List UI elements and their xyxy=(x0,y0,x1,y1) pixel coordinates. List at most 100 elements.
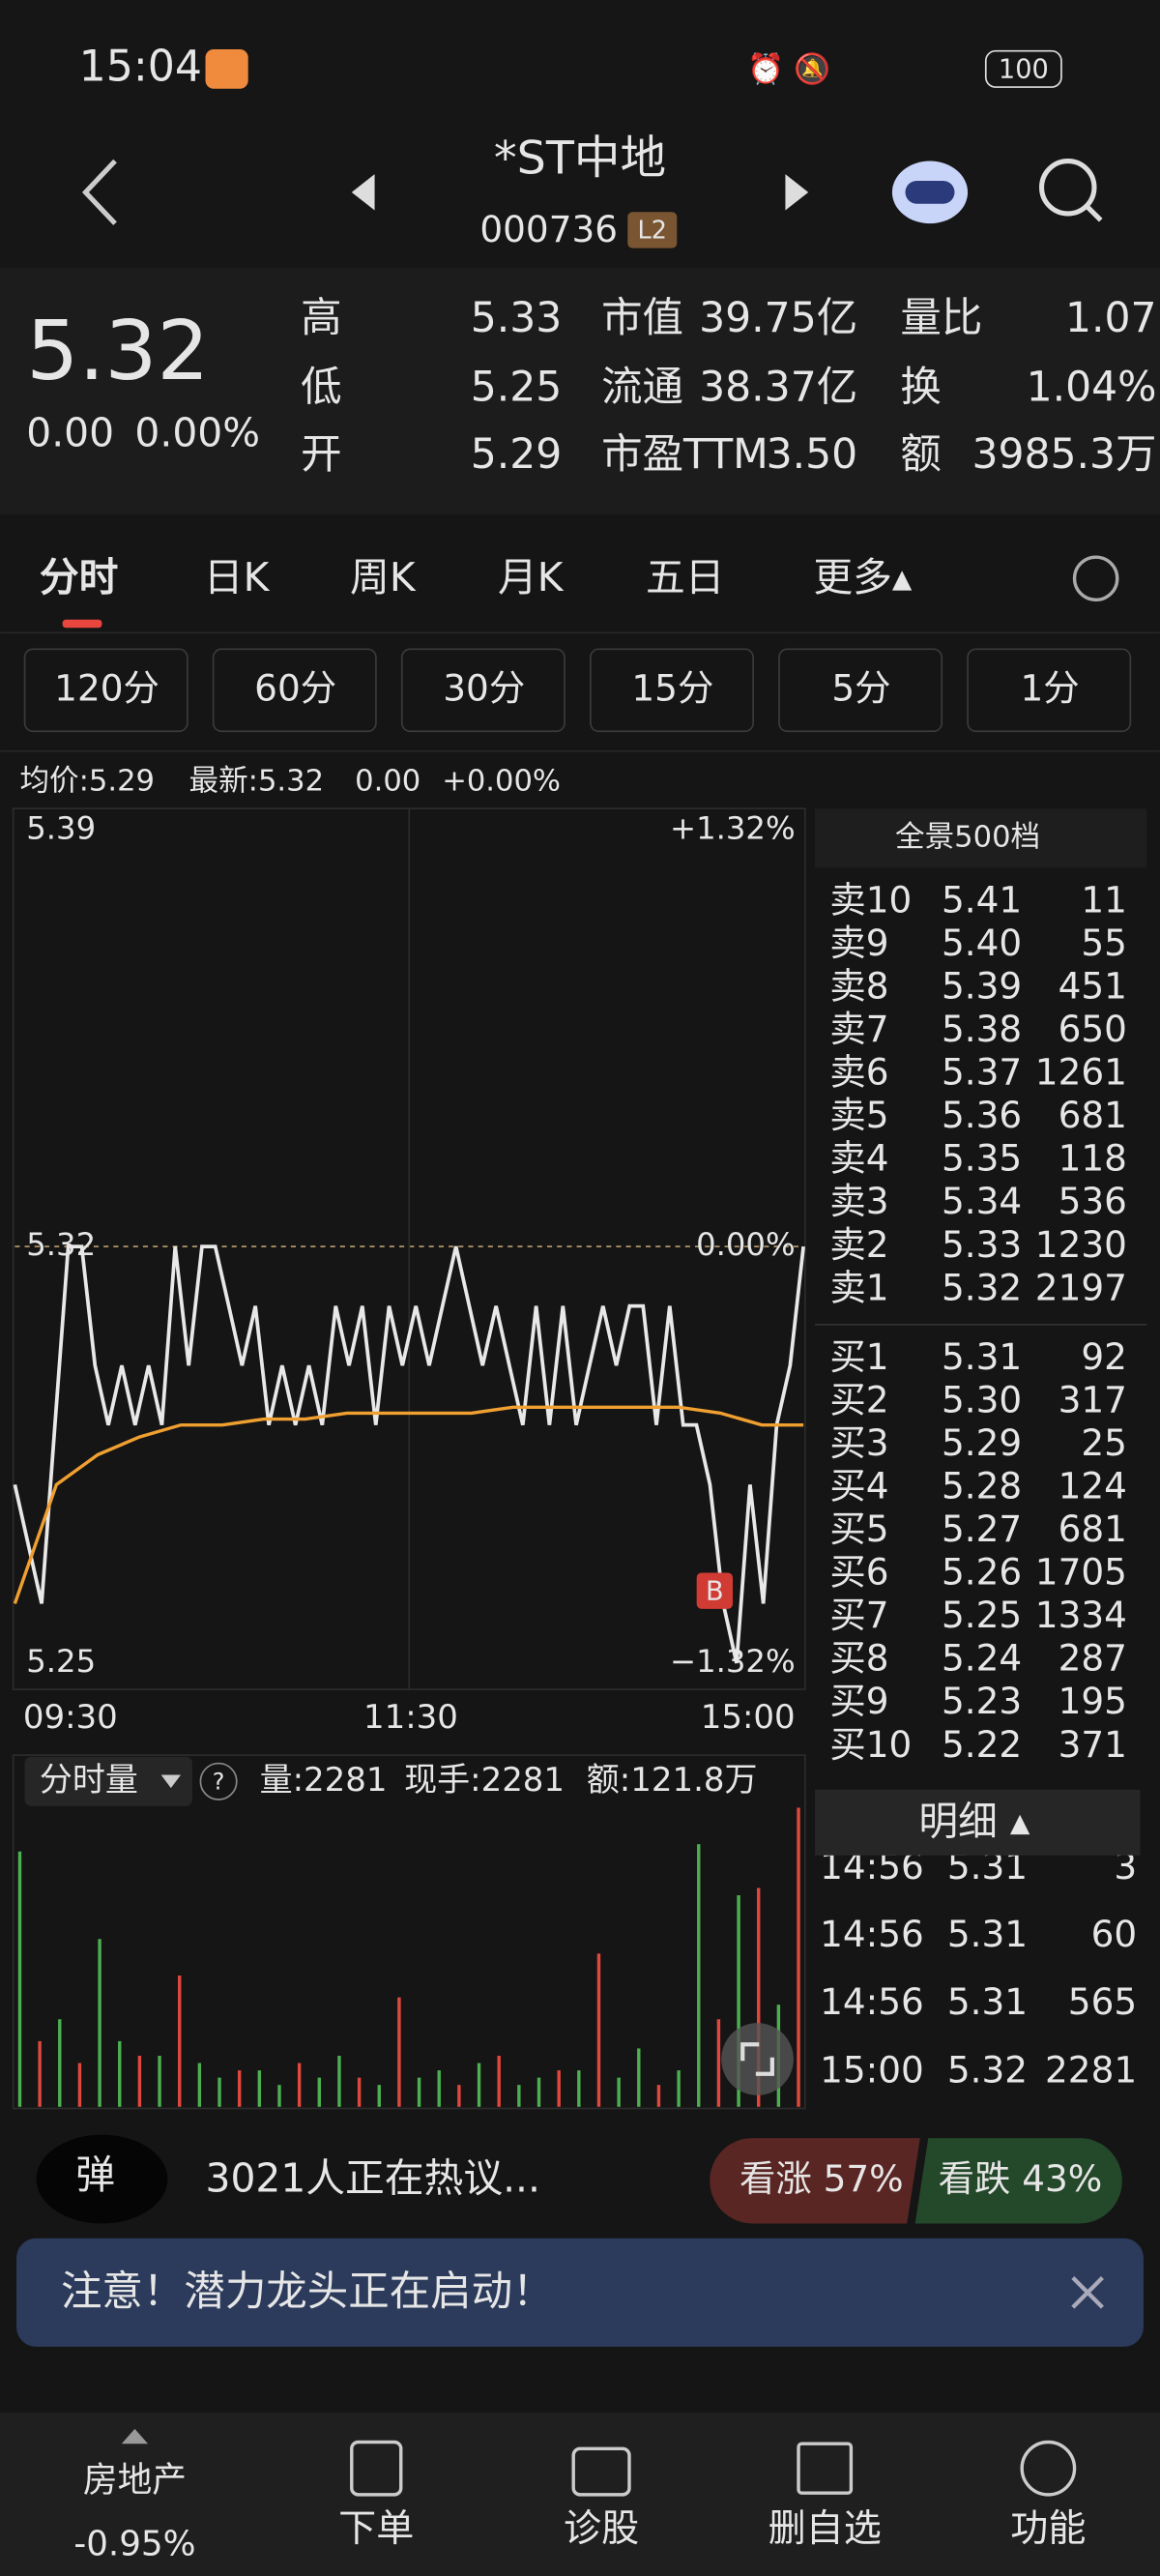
period-button[interactable] xyxy=(590,648,754,733)
nav-item[interactable]: 下单 xyxy=(338,2507,414,2551)
tab[interactable]: 日K xyxy=(204,554,271,600)
book-title: 全景500档 xyxy=(895,820,1040,854)
period-button[interactable] xyxy=(23,648,188,733)
volume-bar xyxy=(38,2040,42,2107)
book-volume: 371 xyxy=(1058,1723,1127,1766)
tab[interactable]: 月K xyxy=(498,554,565,600)
period-label: 30分 xyxy=(443,666,525,709)
search-button[interactable] xyxy=(1039,159,1097,217)
volume-bar xyxy=(377,2085,381,2107)
bear-pill[interactable] xyxy=(914,2138,1122,2224)
stat-value: 5.25 xyxy=(471,364,563,411)
volume-bar xyxy=(118,2040,122,2107)
period-button[interactable] xyxy=(400,648,566,733)
detail-volume: 60 xyxy=(1091,1913,1138,1955)
book-label: 卖6 xyxy=(829,1051,888,1094)
status-time: 15:04 xyxy=(79,42,202,91)
book-volume: 317 xyxy=(1058,1379,1127,1421)
stat-value: 38.37亿 xyxy=(699,364,857,411)
period-label: 120分 xyxy=(54,666,160,709)
volume-bar xyxy=(317,2077,321,2107)
book-price: 5.37 xyxy=(942,1051,1022,1094)
period-label: 5分 xyxy=(831,666,890,709)
bull-pill[interactable] xyxy=(710,2138,920,2224)
nav-item[interactable]: 功能 xyxy=(1010,2507,1086,2551)
volume-bar xyxy=(797,1807,800,2107)
period-button[interactable] xyxy=(212,648,377,733)
book-label: 卖1 xyxy=(829,1266,888,1308)
tab[interactable]: 五日 xyxy=(646,554,725,600)
book-price: 5.25 xyxy=(942,1594,1022,1636)
book-price: 5.26 xyxy=(942,1551,1022,1594)
book-volume: 650 xyxy=(1058,1008,1127,1050)
stat-label: 换 xyxy=(900,364,941,411)
book-price: 5.34 xyxy=(942,1180,1022,1222)
book-price: 5.35 xyxy=(942,1137,1022,1180)
bull-text: 看涨 57% xyxy=(740,2157,904,2200)
period-button[interactable] xyxy=(778,648,943,733)
volume-bar xyxy=(656,2085,661,2107)
detail-price: 5.31 xyxy=(947,1913,1028,1955)
book-label: 卖3 xyxy=(829,1180,888,1222)
expand-button[interactable] xyxy=(721,2023,794,2095)
tab[interactable]: 更多▴ xyxy=(813,554,913,600)
x-tick-label: 15:00 xyxy=(701,1698,796,1737)
volume-bar xyxy=(677,2070,681,2107)
book-price: 5.22 xyxy=(942,1723,1022,1766)
period-button[interactable] xyxy=(967,648,1132,733)
danmu-icon: 弹 xyxy=(75,2152,115,2198)
settings[interactable] xyxy=(1072,555,1119,602)
book-price: 5.23 xyxy=(942,1680,1022,1722)
robot-face xyxy=(905,180,955,204)
book-label: 买4 xyxy=(829,1465,888,1508)
notice[interactable] xyxy=(16,2238,1144,2347)
volume-selector[interactable] xyxy=(24,1756,192,1806)
help-icon[interactable] xyxy=(199,1762,238,1800)
book-volume: 118 xyxy=(1058,1137,1127,1180)
detail-volume: 3 xyxy=(1114,1845,1137,1888)
book-volume: 287 xyxy=(1058,1637,1127,1680)
nav-item[interactable]: 删自选 xyxy=(768,2507,882,2551)
book-volume: 1230 xyxy=(1035,1223,1127,1266)
volume-bar xyxy=(517,2085,521,2107)
y2-tick-label: 0.00% xyxy=(696,1226,796,1263)
next-stock[interactable] xyxy=(785,174,809,211)
volume-bar xyxy=(137,2055,142,2107)
notice-close[interactable] xyxy=(1071,2276,1104,2309)
volume-bar xyxy=(197,2063,202,2107)
status-icon xyxy=(205,48,248,89)
hand-value: 现手:2281 xyxy=(404,1761,565,1800)
discussion-text[interactable]: 3021人正在热议... xyxy=(206,2154,540,2201)
book-price: 5.36 xyxy=(942,1094,1022,1136)
book-volume: 11 xyxy=(1081,879,1127,922)
volume-frame xyxy=(12,1754,806,2110)
stock-name: *ST中地 xyxy=(494,132,666,186)
volume-bar xyxy=(17,1851,22,2107)
price-line xyxy=(13,1244,805,1664)
stat-value: 3985.3万 xyxy=(972,431,1156,479)
detail-time: 14:56 xyxy=(820,1913,924,1955)
book-label: 买6 xyxy=(829,1551,888,1594)
nav-item[interactable]: 诊股 xyxy=(564,2507,639,2551)
danmu-button[interactable] xyxy=(36,2134,168,2224)
tab[interactable]: 周K xyxy=(350,554,417,600)
volume-bar xyxy=(257,2070,262,2107)
volume-bar xyxy=(437,2070,441,2107)
sector-name[interactable]: 房地产 xyxy=(83,2460,187,2500)
book-price: 5.40 xyxy=(942,922,1022,964)
stat-value: 3.50 xyxy=(767,431,858,479)
book-label: 卖2 xyxy=(829,1223,888,1266)
volume-bar xyxy=(596,1953,601,2107)
volume-bar xyxy=(557,2070,561,2107)
book-volume: 2197 xyxy=(1035,1266,1127,1308)
volume-bar xyxy=(697,1844,701,2107)
detail-time: 14:56 xyxy=(820,1980,924,2023)
volume-bar xyxy=(457,2085,461,2107)
back-button[interactable] xyxy=(81,159,117,225)
detail-title[interactable]: 明细 ▴ xyxy=(918,1798,1030,1844)
tab[interactable]: 分时 xyxy=(40,554,119,600)
volume-bar xyxy=(417,2077,421,2107)
prev-stock[interactable] xyxy=(351,174,375,211)
volume-bar xyxy=(77,2063,82,2107)
